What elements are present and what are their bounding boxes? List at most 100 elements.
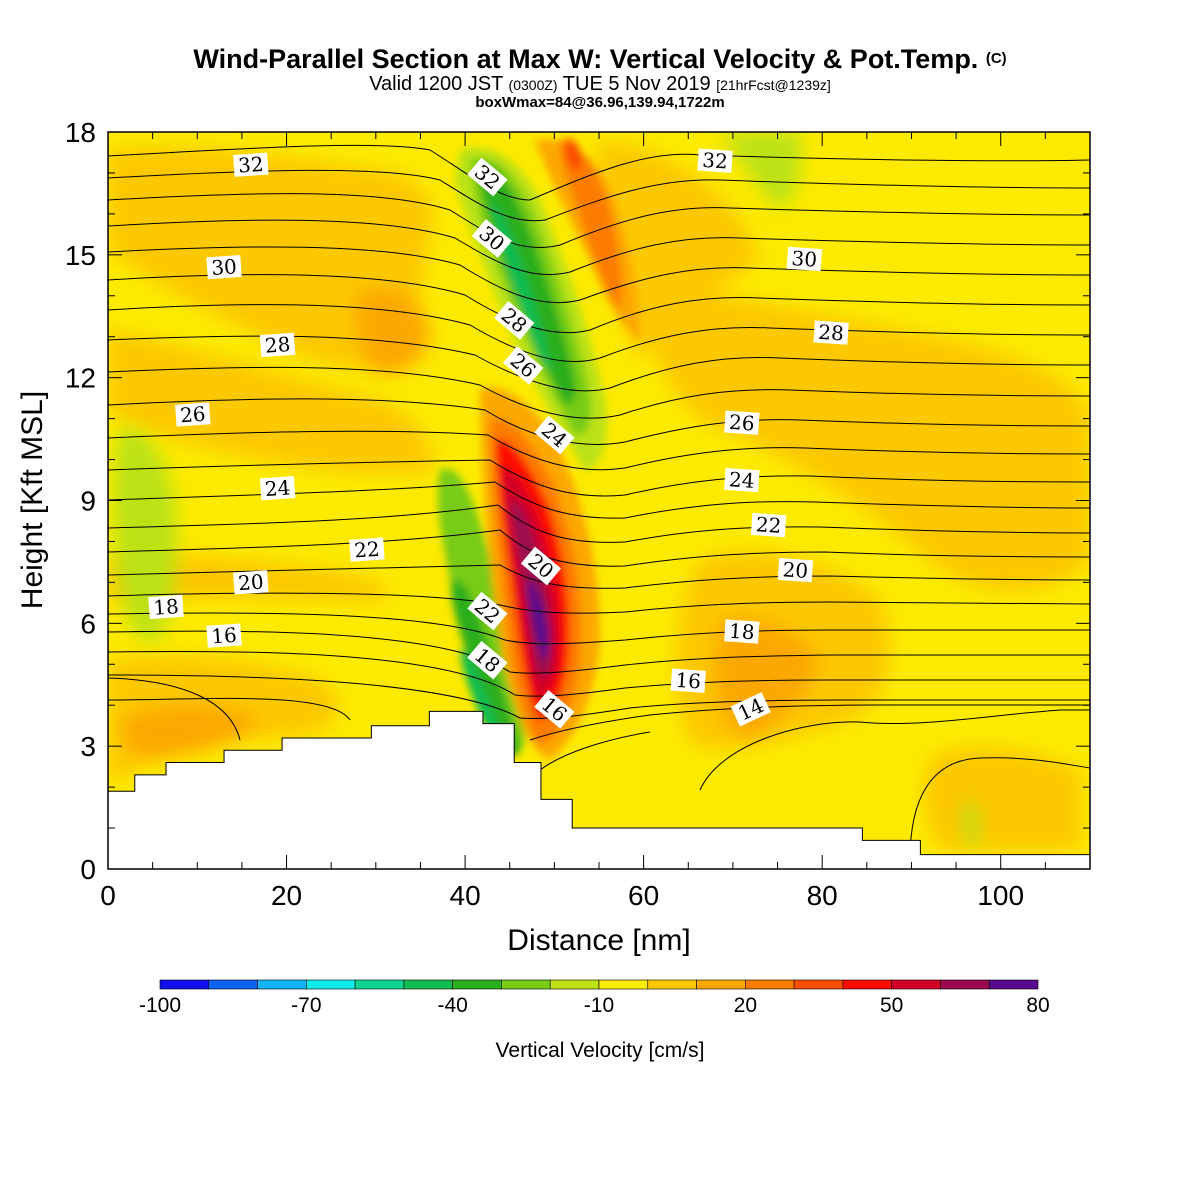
isentrope-line: [108, 564, 1090, 589]
isentrope-line: [108, 677, 241, 741]
x-tick-label: 100: [977, 880, 1024, 911]
isentrope-label-box: [233, 570, 269, 595]
isentrope-label: 20: [777, 557, 814, 583]
isentrope-label-text: 26: [728, 410, 755, 436]
x-axis-title: Distance [nm]: [507, 924, 690, 957]
isentrope-line: [539, 731, 651, 771]
isentrope-label-box: [786, 246, 823, 272]
colorbar-labels: -100 -70 -40 -10 20 50 80: [139, 994, 1050, 1017]
isentrope-label-box: [534, 415, 575, 455]
colorbar-tick-label: 50: [880, 994, 903, 1017]
isentrope-label-text: 32: [702, 148, 729, 174]
isentrope-line: [108, 481, 1090, 519]
isentrope-line: [108, 697, 351, 721]
isentrope-label-box: [724, 619, 760, 644]
potential-temperature-contours: [108, 144, 1090, 861]
colorbar-tick-label: 20: [734, 994, 757, 1017]
isentrope-label-box: [813, 320, 849, 345]
y-tick-label: 0: [80, 854, 96, 885]
isentrope-label: 26: [175, 402, 211, 428]
colorbar-swatch: [647, 979, 697, 990]
isentrope-label-box: [534, 689, 575, 729]
colorbar-swatch: [159, 979, 210, 990]
y-tick-label: 6: [80, 608, 96, 639]
colorbar-swatch: [793, 979, 844, 990]
isentrope-label-text: 32: [237, 152, 264, 178]
isentrope-line: [108, 592, 1090, 614]
colorbar-tick-label: 80: [1026, 994, 1049, 1017]
terrain-mask: [107, 710, 1091, 870]
isentrope-label-text: 20: [237, 570, 264, 596]
x-tick-label: 20: [271, 880, 302, 911]
isentrope-label-text: 22: [755, 512, 782, 538]
isentrope-label-box: [520, 546, 562, 586]
copyright-mark: (C): [985, 50, 1007, 67]
isentrope-label-box: [730, 692, 771, 727]
isentrope-label-text: 26: [179, 402, 206, 428]
isentrope-label: 26: [724, 410, 760, 436]
valid-prefix: Valid 1200 JST: [369, 73, 503, 95]
isentrope-label-box: [494, 300, 535, 340]
isentrope-label: 28: [494, 300, 535, 340]
isentrope-label-text: 24: [728, 467, 755, 493]
isentrope-label: 18: [724, 619, 760, 645]
y-axis-title: Height [Kft MSL]: [16, 391, 49, 609]
colorbar-title: Vertical Velocity [cm/s]: [496, 1039, 705, 1062]
colorbar-tick-label: -40: [437, 994, 467, 1017]
x-tick-label: 40: [450, 880, 481, 911]
isentrope-label-box: [148, 594, 184, 620]
y-tick-label: 9: [80, 486, 96, 517]
colorbar-swatch: [452, 979, 502, 990]
isentrope-label-box: [206, 254, 242, 280]
isentrope-label-box: [471, 219, 512, 258]
y-axis-ticks: 0 3 6 9 12 15 18: [65, 117, 1090, 885]
isentrope-label: 28: [813, 320, 849, 346]
isentrope-line: [108, 459, 1090, 497]
isentrope-label: 20: [233, 570, 269, 596]
colorbar-swatch: [988, 979, 1039, 990]
downdraft-shading: [113, 132, 979, 847]
colorbar-tick-label: -10: [584, 994, 614, 1017]
isentrope-line: [108, 274, 1090, 334]
isentrope-label-text: 30: [791, 246, 818, 272]
colorbar-swatch: [306, 979, 356, 990]
colorbar-swatch: [354, 979, 405, 990]
isentrope-label-box: [206, 623, 242, 648]
colorbar-swatch: [745, 979, 795, 990]
y-tick-label: 15: [65, 240, 96, 271]
isentrope-line: [108, 504, 1090, 543]
isentrope-label-box: [259, 476, 296, 501]
isentrope-label: 22: [349, 537, 385, 563]
isentrope-line: [108, 335, 1090, 392]
isentrope-label-text: 22: [353, 537, 380, 563]
y-tick-label: 3: [80, 731, 96, 762]
x-axis-ticks: 0 20 40 60 80 100: [100, 132, 1091, 911]
isentrope-label-text: 18: [728, 619, 755, 645]
x-tick-label: 80: [807, 880, 838, 911]
colorbar-swatch: [598, 979, 649, 990]
isentrope-label-text: 28: [264, 332, 291, 358]
isentrope-line: [108, 219, 1090, 276]
isentrope-label: 16: [534, 689, 575, 729]
colorbar-tick-label: -70: [291, 994, 321, 1017]
isentrope-label-box: [467, 640, 508, 680]
isentrope-label: 16: [206, 623, 242, 648]
isentrope-label-box: [349, 537, 385, 562]
colorbar-swatch: [842, 979, 892, 990]
isentrope-label-box: [670, 668, 706, 693]
isentrope-label-box: [503, 346, 544, 385]
isentrope-label-text: 28: [818, 320, 845, 346]
isentrope-line: [108, 674, 1090, 720]
y-tick-label: 18: [65, 117, 96, 148]
isentrope-line: [108, 304, 1090, 362]
colorbar: [159, 979, 1039, 990]
isentrope-line: [108, 246, 1090, 304]
isentrope-line: [108, 144, 1090, 201]
valid-time-line: Valid 1200 JST (0300Z) TUE 5 Nov 2019 [2…: [0, 74, 1200, 95]
colorbar-swatch: [403, 979, 453, 990]
isentrope-line: [108, 612, 1090, 645]
isentrope-label-box: [697, 148, 733, 173]
isentrope-label: 32: [233, 152, 269, 178]
